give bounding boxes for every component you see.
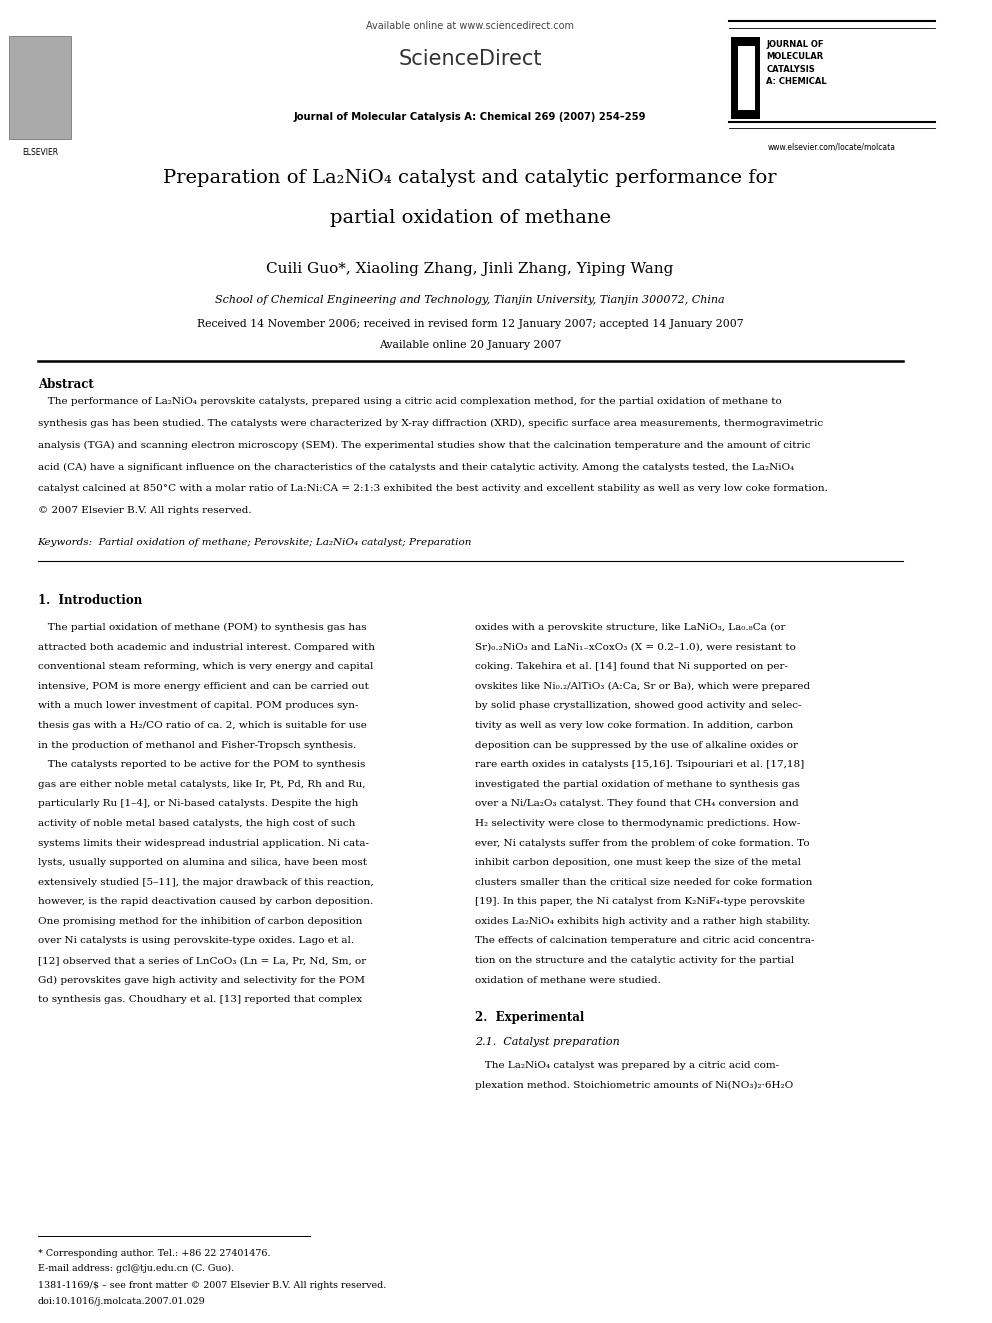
Text: tivity as well as very low coke formation. In addition, carbon: tivity as well as very low coke formatio… xyxy=(475,721,793,730)
Text: to synthesis gas. Choudhary et al. [13] reported that complex: to synthesis gas. Choudhary et al. [13] … xyxy=(38,995,362,1004)
Text: Gd) perovskites gave high activity and selectivity for the POM: Gd) perovskites gave high activity and s… xyxy=(38,975,365,984)
Text: catalyst calcined at 850°C with a molar ratio of La:Ni:CA = 2:1:3 exhibited the : catalyst calcined at 850°C with a molar … xyxy=(38,484,827,493)
Text: JOURNAL OF
MOLECULAR
CATALYSIS
A: CHEMICAL: JOURNAL OF MOLECULAR CATALYSIS A: CHEMIC… xyxy=(766,40,827,86)
Text: clusters smaller than the critical size needed for coke formation: clusters smaller than the critical size … xyxy=(475,877,812,886)
Text: www.elsevier.com/locate/molcata: www.elsevier.com/locate/molcata xyxy=(768,143,896,152)
Text: oxidation of methane were studied.: oxidation of methane were studied. xyxy=(475,975,661,984)
Text: Received 14 November 2006; received in revised form 12 January 2007; accepted 14: Received 14 November 2006; received in r… xyxy=(196,319,743,329)
Text: © 2007 Elsevier B.V. All rights reserved.: © 2007 Elsevier B.V. All rights reserved… xyxy=(38,507,251,515)
Text: School of Chemical Engineering and Technology, Tianjin University, Tianjin 30007: School of Chemical Engineering and Techn… xyxy=(215,295,725,306)
Text: conventional steam reforming, which is very energy and capital: conventional steam reforming, which is v… xyxy=(38,663,373,671)
Text: 1.  Introduction: 1. Introduction xyxy=(38,594,142,607)
Text: doi:10.1016/j.molcata.2007.01.029: doi:10.1016/j.molcata.2007.01.029 xyxy=(38,1297,205,1306)
Text: * Corresponding author. Tel.: +86 22 27401476.: * Corresponding author. Tel.: +86 22 274… xyxy=(38,1249,270,1258)
Text: in the production of methanol and Fisher-Tropsch synthesis.: in the production of methanol and Fisher… xyxy=(38,741,356,750)
Text: synthesis gas has been studied. The catalysts were characterized by X-ray diffra: synthesis gas has been studied. The cata… xyxy=(38,418,822,427)
Text: The performance of La₂NiO₄ perovskite catalysts, prepared using a citric acid co: The performance of La₂NiO₄ perovskite ca… xyxy=(38,397,782,406)
Text: thesis gas with a H₂/CO ratio of ca. 2, which is suitable for use: thesis gas with a H₂/CO ratio of ca. 2, … xyxy=(38,721,366,730)
Text: lysts, usually supported on alumina and silica, have been most: lysts, usually supported on alumina and … xyxy=(38,859,367,867)
Text: The effects of calcination temperature and citric acid concentra-: The effects of calcination temperature a… xyxy=(475,937,814,946)
Text: acid (CA) have a significant influence on the characteristics of the catalysts a: acid (CA) have a significant influence o… xyxy=(38,462,794,471)
Bar xyxy=(731,37,760,119)
Bar xyxy=(738,46,755,110)
Text: 1381-1169/$ – see front matter © 2007 Elsevier B.V. All rights reserved.: 1381-1169/$ – see front matter © 2007 El… xyxy=(38,1281,386,1290)
Text: Sr)₀.₂NiO₃ and LaNi₁₋xCoxO₃ (X = 0.2–1.0), were resistant to: Sr)₀.₂NiO₃ and LaNi₁₋xCoxO₃ (X = 0.2–1.0… xyxy=(475,643,796,652)
Text: [12] observed that a series of LnCoO₃ (Ln = La, Pr, Nd, Sm, or: [12] observed that a series of LnCoO₃ (L… xyxy=(38,957,366,964)
Text: Journal of Molecular Catalysis A: Chemical 269 (2007) 254–259: Journal of Molecular Catalysis A: Chemic… xyxy=(294,112,647,123)
Text: The partial oxidation of methane (POM) to synthesis gas has: The partial oxidation of methane (POM) t… xyxy=(38,623,366,632)
Text: with a much lower investment of capital. POM produces syn-: with a much lower investment of capital.… xyxy=(38,701,358,710)
Text: particularly Ru [1–4], or Ni-based catalysts. Despite the high: particularly Ru [1–4], or Ni-based catal… xyxy=(38,799,358,808)
Text: by solid phase crystallization, showed good activity and selec-: by solid phase crystallization, showed g… xyxy=(475,701,802,710)
Text: partial oxidation of methane: partial oxidation of methane xyxy=(329,209,611,228)
Text: however, is the rapid deactivation caused by carbon deposition.: however, is the rapid deactivation cause… xyxy=(38,897,373,906)
Text: tion on the structure and the catalytic activity for the partial: tion on the structure and the catalytic … xyxy=(475,957,794,964)
Text: Keywords:  Partial oxidation of methane; Perovskite; La₂NiO₄ catalyst; Preparati: Keywords: Partial oxidation of methane; … xyxy=(38,538,472,548)
Text: coking. Takehira et al. [14] found that Ni supported on per-: coking. Takehira et al. [14] found that … xyxy=(475,663,788,671)
Bar xyxy=(9,36,70,139)
Text: 2.  Experimental: 2. Experimental xyxy=(475,1011,584,1024)
Text: rare earth oxides in catalysts [15,16]. Tsipouriari et al. [17,18]: rare earth oxides in catalysts [15,16]. … xyxy=(475,761,805,769)
Text: systems limits their widespread industrial application. Ni cata-: systems limits their widespread industri… xyxy=(38,839,369,848)
Text: Preparation of La₂NiO₄ catalyst and catalytic performance for: Preparation of La₂NiO₄ catalyst and cata… xyxy=(164,169,777,188)
Text: activity of noble metal based catalysts, the high cost of such: activity of noble metal based catalysts,… xyxy=(38,819,355,828)
Text: over Ni catalysts is using perovskite-type oxides. Lago et al.: over Ni catalysts is using perovskite-ty… xyxy=(38,937,354,946)
Text: [19]. In this paper, the Ni catalyst from K₂NiF₄-type perovskite: [19]. In this paper, the Ni catalyst fro… xyxy=(475,897,805,906)
Text: intensive, POM is more energy efficient and can be carried out: intensive, POM is more energy efficient … xyxy=(38,681,368,691)
Text: attracted both academic and industrial interest. Compared with: attracted both academic and industrial i… xyxy=(38,643,375,652)
Text: over a Ni/La₂O₃ catalyst. They found that CH₄ conversion and: over a Ni/La₂O₃ catalyst. They found tha… xyxy=(475,799,799,808)
Text: extensively studied [5–11], the major drawback of this reaction,: extensively studied [5–11], the major dr… xyxy=(38,877,373,886)
Text: H₂ selectivity were close to thermodynamic predictions. How-: H₂ selectivity were close to thermodynam… xyxy=(475,819,801,828)
Text: gas are either noble metal catalysts, like Ir, Pt, Pd, Rh and Ru,: gas are either noble metal catalysts, li… xyxy=(38,779,365,789)
Text: Available online 20 January 2007: Available online 20 January 2007 xyxy=(379,340,561,351)
Text: Cuili Guo*, Xiaoling Zhang, Jinli Zhang, Yiping Wang: Cuili Guo*, Xiaoling Zhang, Jinli Zhang,… xyxy=(267,262,674,277)
Text: E-mail address: gcl@tju.edu.cn (C. Guo).: E-mail address: gcl@tju.edu.cn (C. Guo). xyxy=(38,1263,234,1273)
Text: ScienceDirect: ScienceDirect xyxy=(399,49,542,69)
Text: investigated the partial oxidation of methane to synthesis gas: investigated the partial oxidation of me… xyxy=(475,779,800,789)
Text: inhibit carbon deposition, one must keep the size of the metal: inhibit carbon deposition, one must keep… xyxy=(475,859,801,867)
Text: Abstract: Abstract xyxy=(38,378,93,392)
Text: plexation method. Stoichiometric amounts of Ni(NO₃)₂·6H₂O: plexation method. Stoichiometric amounts… xyxy=(475,1081,793,1090)
Text: 2.1.  Catalyst preparation: 2.1. Catalyst preparation xyxy=(475,1037,620,1048)
Text: oxides with a perovskite structure, like LaNiO₃, La₀.₈Ca (or: oxides with a perovskite structure, like… xyxy=(475,623,786,632)
Text: analysis (TGA) and scanning electron microscopy (SEM). The experimental studies : analysis (TGA) and scanning electron mic… xyxy=(38,441,810,450)
Text: The La₂NiO₄ catalyst was prepared by a citric acid com-: The La₂NiO₄ catalyst was prepared by a c… xyxy=(475,1061,779,1070)
Text: ELSEVIER: ELSEVIER xyxy=(23,148,59,157)
Text: ever, Ni catalysts suffer from the problem of coke formation. To: ever, Ni catalysts suffer from the probl… xyxy=(475,839,809,848)
Text: ovskites like Ni₀.₂/AlTiO₃ (A:Ca, Sr or Ba), which were prepared: ovskites like Ni₀.₂/AlTiO₃ (A:Ca, Sr or … xyxy=(475,681,809,691)
Text: Available online at www.sciencedirect.com: Available online at www.sciencedirect.co… xyxy=(366,21,574,32)
Text: deposition can be suppressed by the use of alkaline oxides or: deposition can be suppressed by the use … xyxy=(475,741,798,750)
Text: The catalysts reported to be active for the POM to synthesis: The catalysts reported to be active for … xyxy=(38,761,365,769)
Text: oxides La₂NiO₄ exhibits high activity and a rather high stability.: oxides La₂NiO₄ exhibits high activity an… xyxy=(475,917,810,926)
Text: One promising method for the inhibition of carbon deposition: One promising method for the inhibition … xyxy=(38,917,362,926)
